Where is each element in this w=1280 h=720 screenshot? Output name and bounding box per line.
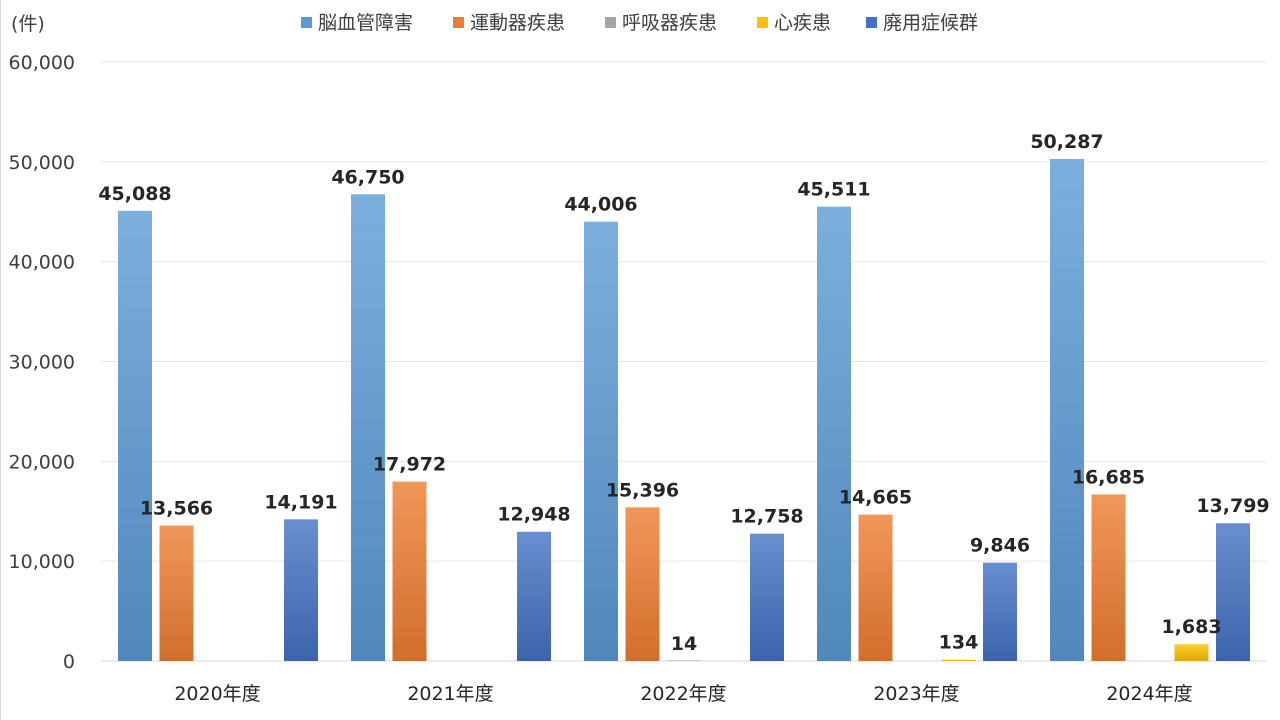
data-label: 17,972	[373, 454, 446, 476]
legend-label: 脳血管障害	[318, 12, 413, 34]
data-label: 45,088	[98, 183, 171, 205]
data-label: 46,750	[331, 166, 404, 188]
x-category-label: 2024年度	[1106, 683, 1192, 705]
legend-label: 運動器疾患	[470, 12, 565, 34]
legend-label: 廃用症候群	[883, 12, 978, 34]
bars	[118, 158, 1250, 662]
data-label: 1,683	[1161, 616, 1221, 638]
data-labels: 45,088 13,566 14,191 46,750 17,972 12,948 44,0…	[98, 131, 1269, 655]
data-label: 134	[939, 632, 979, 654]
y-tick-label: 10,000	[9, 551, 75, 573]
y-tick-label: 60,000	[9, 52, 75, 74]
data-label: 14	[671, 633, 697, 655]
bar	[858, 514, 893, 661]
bar	[1174, 644, 1209, 661]
data-label: 12,948	[497, 504, 570, 526]
data-label: 14,665	[839, 487, 912, 509]
data-label: 12,758	[730, 506, 803, 528]
x-category-label: 2023年度	[873, 683, 959, 705]
bar	[941, 659, 976, 661]
legend-swatch	[605, 17, 616, 28]
data-label: 15,396	[606, 479, 679, 501]
data-label: 44,006	[564, 194, 637, 216]
x-axis-categories: 2020年度 2021年度 2022年度 2023年度 2024年度	[174, 683, 1192, 705]
data-label: 45,511	[797, 179, 870, 201]
legend-swatch	[301, 17, 312, 28]
legend-swatch	[757, 17, 768, 28]
data-label: 14,191	[264, 491, 337, 513]
y-tick-label: 20,000	[9, 451, 75, 473]
y-axis-ticks: 0 10,000 20,000 30,000 40,000 50,000 60,000	[9, 52, 75, 673]
y-tick-label: 40,000	[9, 252, 75, 274]
data-label: 16,685	[1072, 466, 1145, 488]
x-category-label: 2020年度	[174, 683, 260, 705]
x-category-label: 2021年度	[407, 683, 493, 705]
bar	[284, 519, 318, 661]
legend-label: 心疾患	[774, 12, 831, 34]
legend-label: 呼吸器疾患	[622, 12, 717, 34]
bar	[1091, 494, 1126, 661]
bar	[351, 194, 385, 661]
data-label: 13,566	[140, 498, 213, 520]
legend: 脳血管障害 運動器疾患 呼吸器疾患 心疾患 廃用症候群	[301, 12, 978, 34]
bar	[750, 533, 784, 661]
data-label: 50,287	[1030, 131, 1103, 153]
x-category-label: 2022年度	[640, 683, 726, 705]
data-label: 13,799	[1196, 495, 1269, 517]
bar	[1050, 158, 1084, 661]
y-tick-label: 50,000	[9, 152, 75, 174]
y-tick-label: 0	[63, 651, 75, 673]
bar	[983, 562, 1017, 661]
bar	[118, 210, 152, 661]
legend-swatch	[453, 17, 464, 28]
bar	[1216, 523, 1250, 661]
data-label: 9,846	[970, 535, 1030, 557]
bar	[584, 221, 618, 661]
y-axis-unit-label: (件)	[11, 13, 45, 35]
y-tick-label: 30,000	[9, 352, 75, 374]
bar	[392, 481, 427, 661]
bar	[817, 206, 851, 662]
legend-swatch	[866, 17, 877, 28]
bar	[625, 507, 660, 661]
bar	[517, 531, 551, 661]
bar	[159, 525, 194, 661]
bar	[667, 660, 701, 661]
